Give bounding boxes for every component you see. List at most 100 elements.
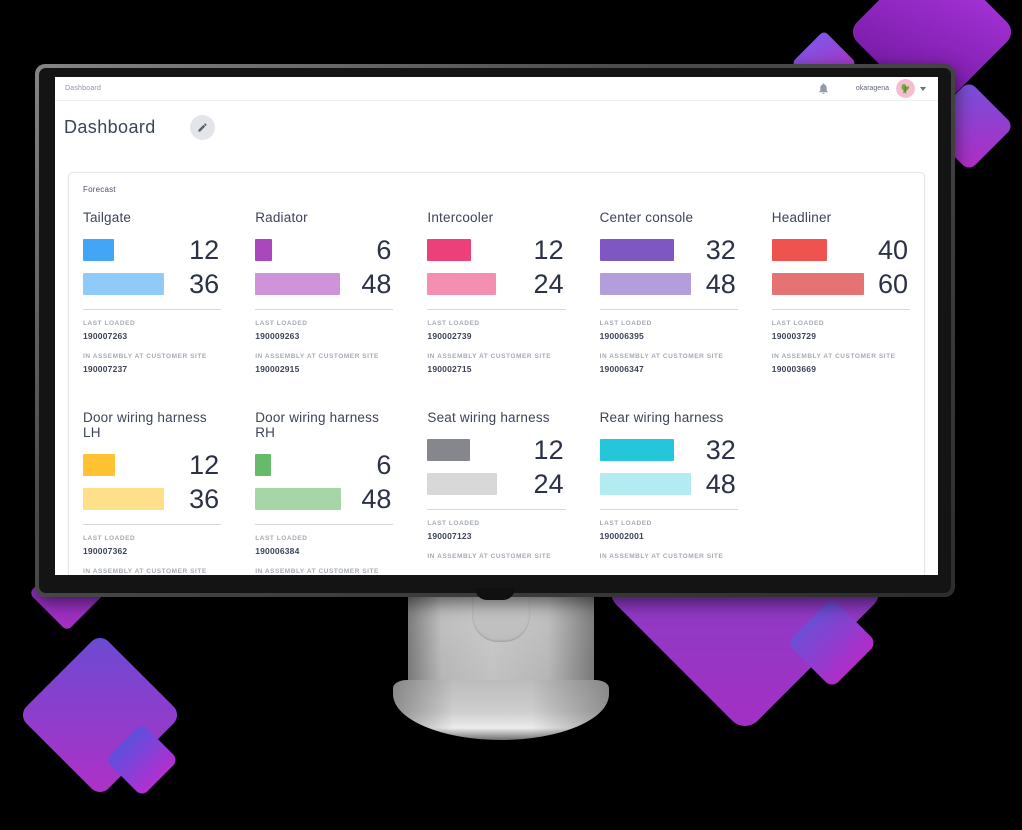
- bar-value: 48: [361, 484, 392, 514]
- in-assembly-label: IN ASSEMBLY AT CUSTOMER SITE: [255, 568, 379, 575]
- forecast-card: Headliner 40 60 LAST LOADED 190003729 IN …: [771, 210, 910, 374]
- forecast-grid: Tailgate 12 36 LAST LOADED 190007263 IN A…: [80, 210, 910, 575]
- part-title: Door wiring harness LH: [83, 410, 207, 440]
- bar-row: 48: [255, 484, 393, 514]
- divider: [599, 509, 738, 510]
- last-loaded-label: LAST LOADED: [599, 520, 652, 527]
- in-assembly-label: IN ASSEMBLY AT CUSTOMER SITE: [599, 553, 724, 560]
- in-assembly-label: IN ASSEMBLY AT CUSTOMER SITE: [427, 353, 552, 360]
- bar-value: 24: [533, 469, 564, 499]
- monitor-bezel: Dashboard okaragena: [39, 68, 951, 593]
- last-loaded-value: 190007123: [427, 531, 472, 541]
- bar-value: 36: [189, 269, 220, 299]
- forecast-bar: [83, 239, 114, 261]
- bar-value: 32: [705, 435, 736, 465]
- last-loaded-value: 190002001: [599, 531, 644, 541]
- notifications-button[interactable]: [817, 82, 830, 95]
- breadcrumb[interactable]: Dashboard: [65, 85, 102, 92]
- in-assembly-label: IN ASSEMBLY AT CUSTOMER SITE: [83, 353, 207, 360]
- last-loaded-value: 190002739: [427, 331, 472, 341]
- bar-row: 12: [83, 237, 221, 264]
- bar-row: 6: [255, 452, 393, 479]
- edit-dashboard-button[interactable]: [189, 115, 215, 140]
- divider: [599, 309, 738, 310]
- bar-row: 48: [599, 471, 738, 498]
- monitor-screen: Dashboard okaragena: [55, 77, 938, 575]
- bar-row: 40: [771, 235, 910, 265]
- bar-rows: 12 24: [427, 435, 565, 499]
- forecast-bar: [255, 454, 272, 476]
- forecast-panel-title: Forecast: [83, 185, 116, 194]
- forecast-panel: Forecast Tailgate 12 36 LAST LOADED 19000…: [68, 172, 925, 575]
- parrot-avatar-icon: [896, 79, 915, 98]
- last-loaded-label: LAST LOADED: [771, 320, 825, 327]
- forecast-bar: [255, 239, 273, 261]
- part-title: Radiator: [255, 210, 308, 225]
- in-assembly-label: IN ASSEMBLY AT CUSTOMER SITE: [83, 568, 207, 575]
- forecast-card: Tailgate 12 36 LAST LOADED 190007263 IN A…: [83, 210, 222, 374]
- user-menu[interactable]: okaragena: [856, 79, 926, 98]
- divider: [427, 509, 566, 510]
- last-loaded-label: LAST LOADED: [255, 320, 308, 327]
- part-title: Center console: [599, 210, 694, 225]
- bar-rows: 32 48: [599, 235, 738, 299]
- bar-value: 12: [533, 435, 564, 465]
- last-loaded-label: LAST LOADED: [427, 320, 480, 327]
- forecast-bar: [255, 488, 342, 510]
- last-loaded-label: LAST LOADED: [83, 535, 136, 542]
- bar-value: 48: [361, 269, 392, 299]
- bar-rows: 12 24: [427, 235, 565, 298]
- page-title: Dashboard: [64, 117, 156, 137]
- forecast-bar: [599, 239, 674, 261]
- last-loaded-value: 190007263: [83, 331, 128, 341]
- bar-row: 24: [427, 271, 565, 298]
- part-title: Seat wiring harness: [427, 410, 550, 425]
- bar-rows: 32 48: [599, 435, 738, 498]
- bar-rows: 12 36: [83, 237, 221, 299]
- bar-row: 36: [83, 269, 221, 299]
- chevron-down-icon: [920, 86, 926, 91]
- forecast-bar: [83, 454, 115, 476]
- pencil-icon: [198, 123, 207, 132]
- last-loaded-value: 190009263: [255, 331, 300, 341]
- forecast-card: Rear wiring harness 32 48 LAST LOADED 190…: [599, 410, 738, 575]
- forecast-bar: [599, 473, 691, 495]
- bar-row: 48: [599, 269, 738, 299]
- bar-value: 32: [705, 235, 736, 265]
- forecast-bar: [255, 273, 341, 295]
- bar-value: 12: [533, 235, 564, 265]
- bar-value: 40: [877, 235, 908, 265]
- topbar-right: okaragena: [817, 79, 926, 98]
- bar-rows: 6 48: [255, 237, 393, 299]
- monitor-stand-neck: [408, 596, 594, 692]
- in-assembly-label: IN ASSEMBLY AT CUSTOMER SITE: [427, 553, 552, 560]
- in-assembly-value: 190003669: [771, 364, 817, 374]
- in-assembly-value: 190006347: [599, 364, 644, 374]
- monitor-chin-notch: [475, 588, 515, 600]
- forecast-bar: [83, 488, 164, 510]
- last-loaded-value: 190006395: [599, 331, 644, 341]
- last-loaded-label: LAST LOADED: [83, 320, 136, 327]
- bar-row: 36: [83, 484, 221, 514]
- bell-icon: [819, 83, 828, 94]
- monitor-frame: Dashboard okaragena: [35, 64, 955, 600]
- last-loaded-label: LAST LOADED: [255, 535, 308, 542]
- bar-row: 24: [427, 469, 565, 499]
- in-assembly-label: IN ASSEMBLY AT CUSTOMER SITE: [599, 353, 724, 360]
- forecast-card: Radiator 6 48 LAST LOADED 190009263 IN AS…: [255, 210, 394, 374]
- in-assembly-label: IN ASSEMBLY AT CUSTOMER SITE: [771, 353, 896, 360]
- bar-value: 36: [189, 484, 220, 514]
- bar-value: 48: [705, 269, 736, 299]
- divider: [83, 309, 222, 310]
- forecast-bar: [771, 239, 827, 261]
- app-topbar: Dashboard okaragena: [55, 77, 938, 101]
- bar-row: 48: [255, 269, 393, 299]
- part-title: Door wiring harness RH: [255, 410, 380, 440]
- divider: [255, 524, 394, 525]
- stand-cable-inset: [472, 596, 530, 642]
- title-row: Dashboard: [64, 115, 928, 140]
- last-loaded-value: 190006384: [255, 546, 300, 556]
- forecast-bar: [83, 273, 164, 295]
- bar-rows: 6 48: [255, 452, 393, 514]
